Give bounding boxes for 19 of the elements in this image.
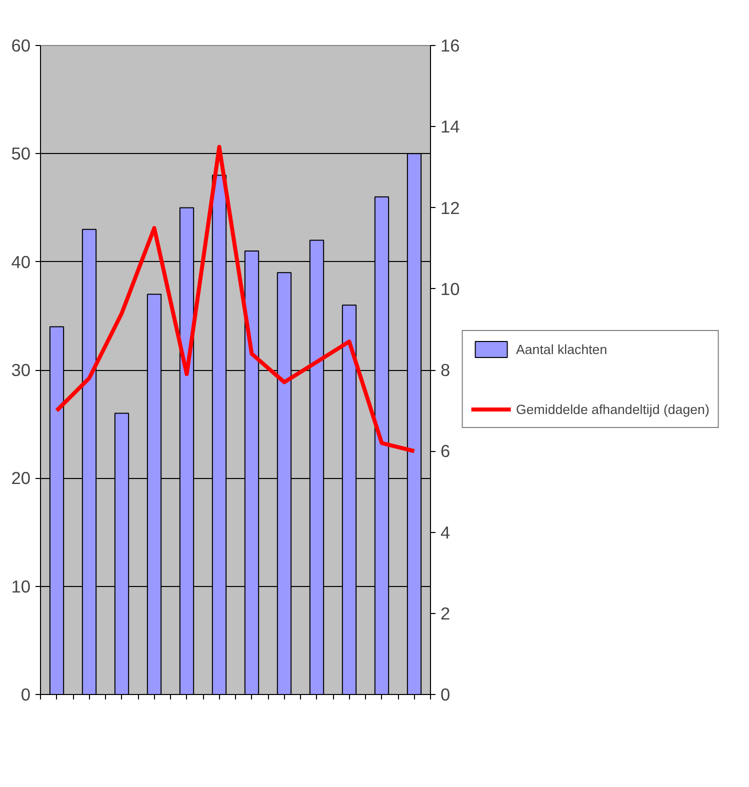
y-tick-label: 30 <box>11 360 31 380</box>
y2-tick-label: 12 <box>440 198 460 218</box>
y2-tick-label: 8 <box>440 360 450 380</box>
y-tick-label: 0 <box>20 684 31 704</box>
legend-label: Gemiddelde afhandeltijd (dagen) <box>516 402 710 417</box>
y2-tick-label: 0 <box>440 684 450 704</box>
y-tick-label: 50 <box>11 144 31 164</box>
y-tick-label: 10 <box>11 576 31 596</box>
y2-tick-label: 2 <box>440 603 450 624</box>
y2-tick-label: 6 <box>440 441 450 462</box>
y-tick-label: 40 <box>11 252 31 272</box>
y2-tick-label: 16 <box>440 36 460 56</box>
y2-tick-label: 10 <box>440 278 460 299</box>
legend-label: Aantal klachten <box>516 342 608 357</box>
y-tick-label: 60 <box>11 36 31 56</box>
y-tick-label: 20 <box>11 468 31 488</box>
y2-tick-label: 4 <box>440 522 450 542</box>
y2-tick-label: 14 <box>440 116 460 137</box>
line-series <box>54 144 416 454</box>
